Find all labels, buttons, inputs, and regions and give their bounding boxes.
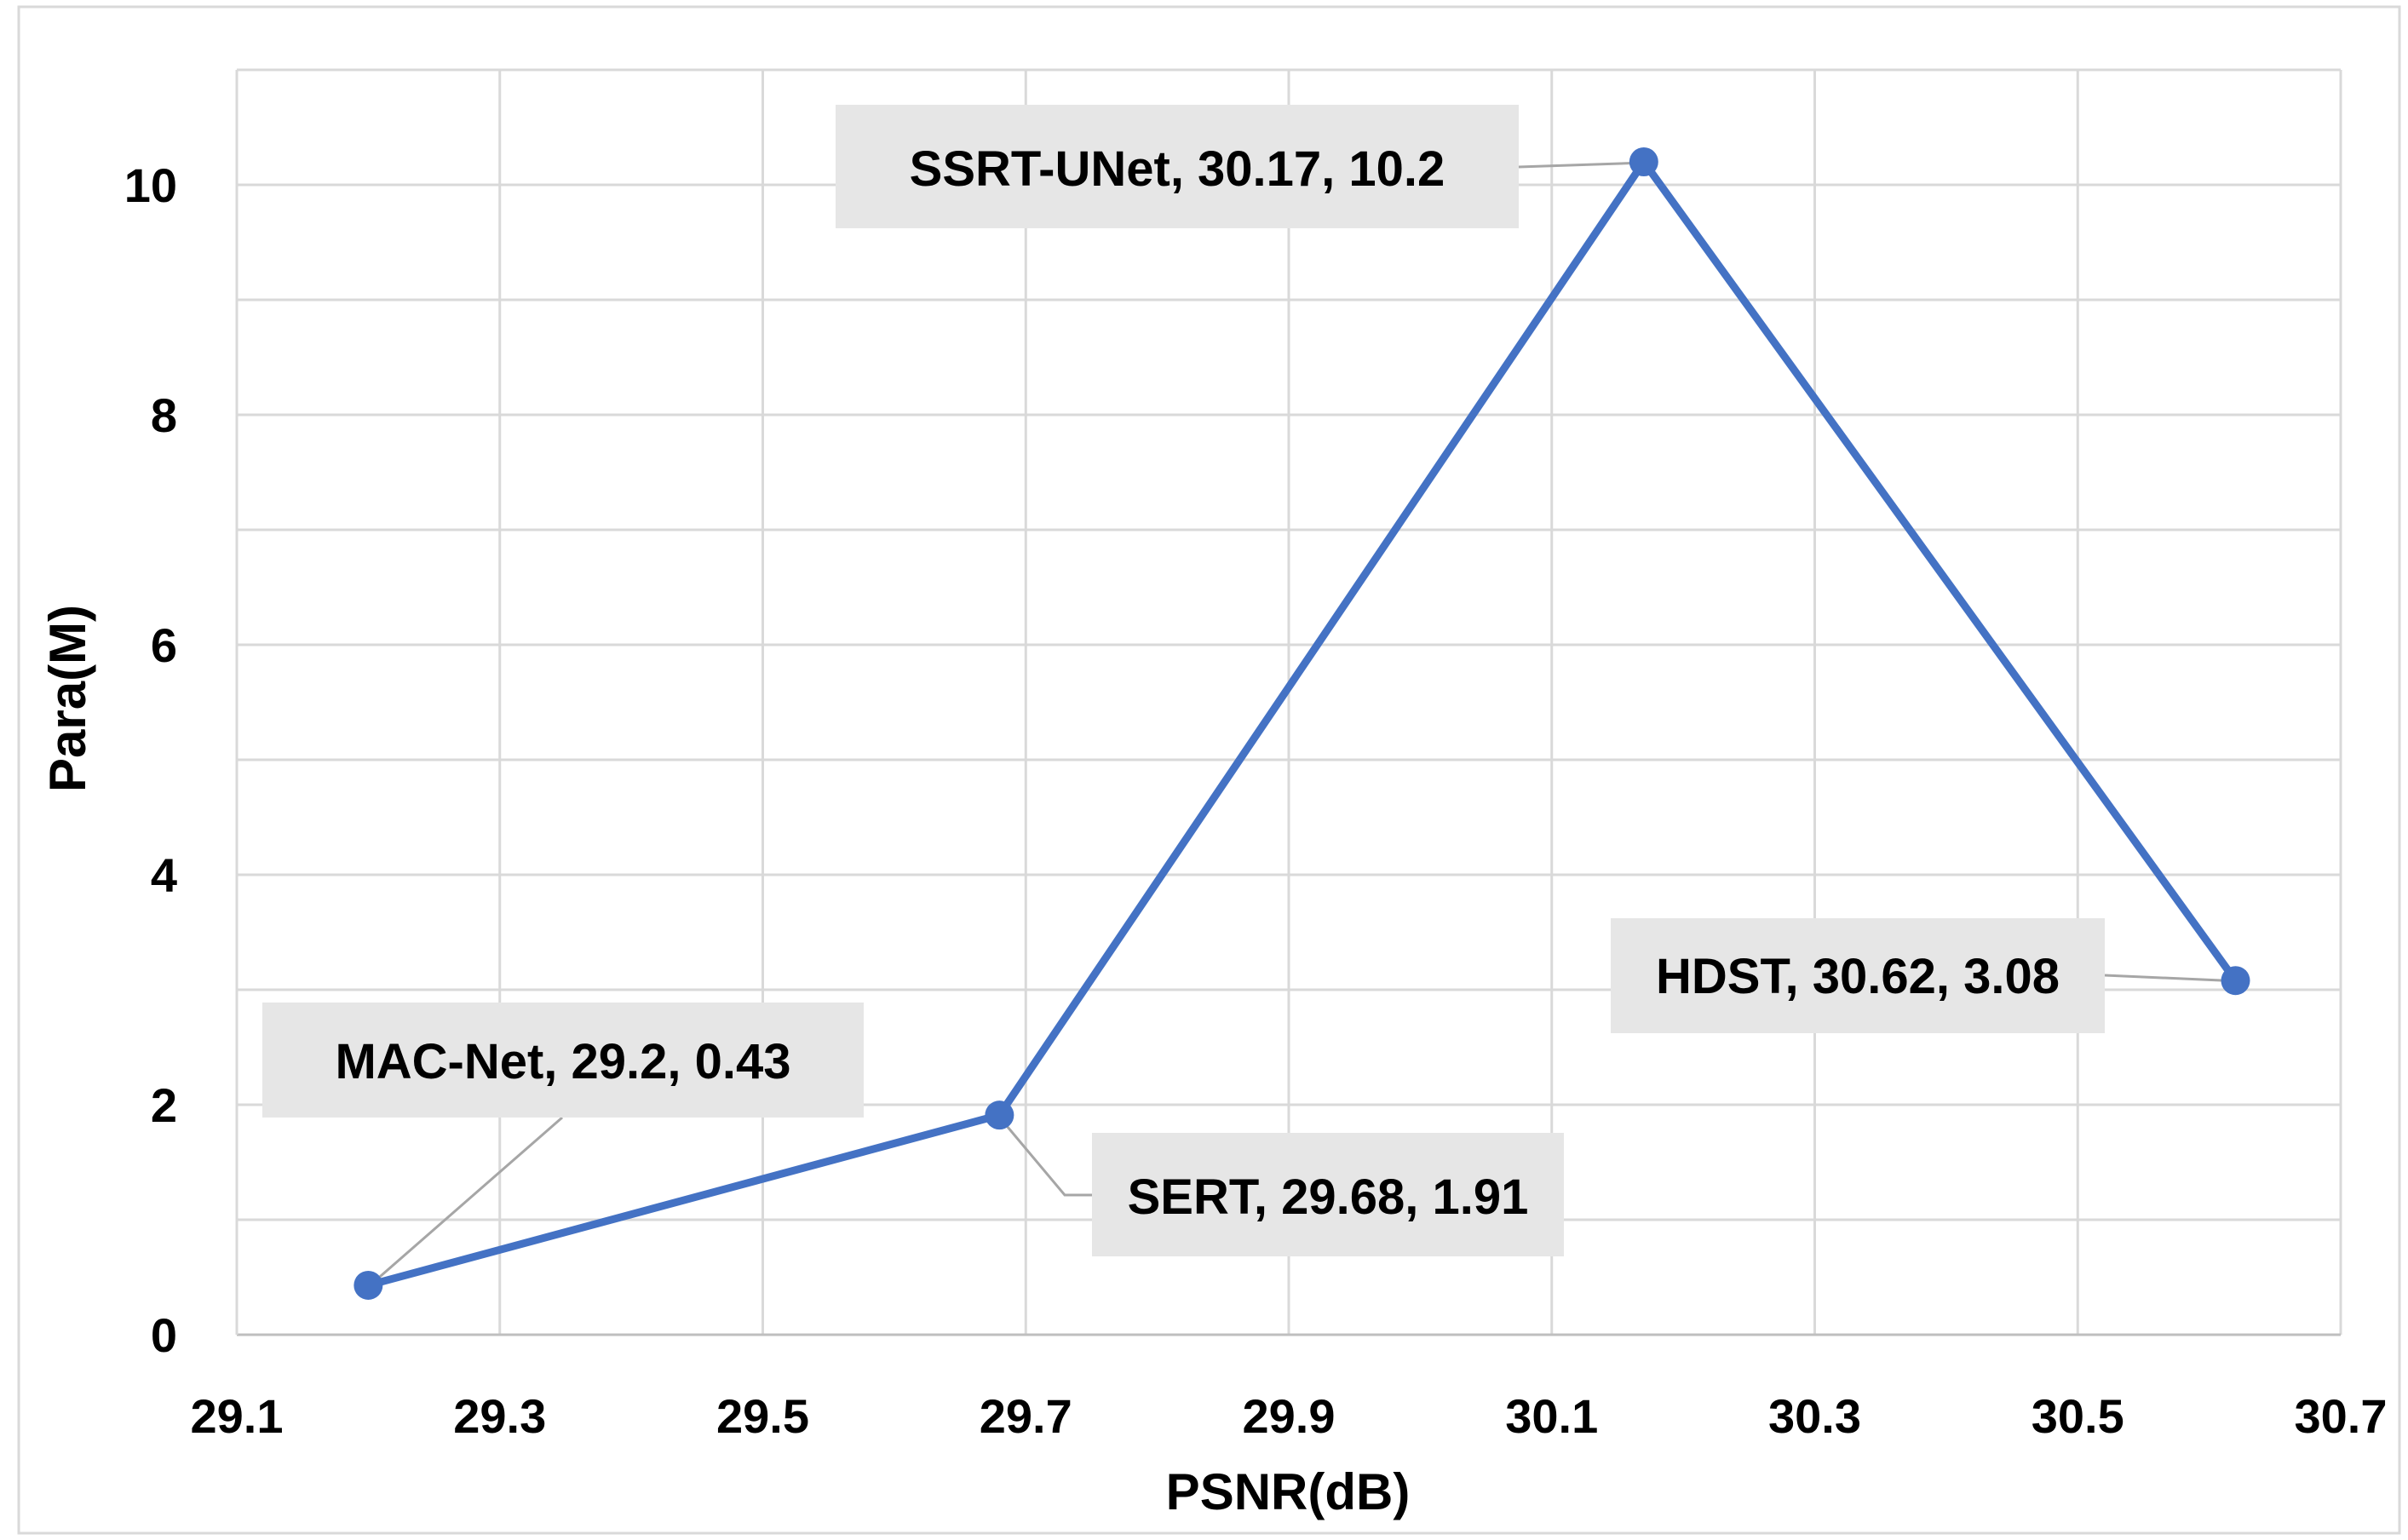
data-point xyxy=(2221,966,2250,996)
leader-lines xyxy=(366,161,2241,1290)
data-label-box xyxy=(262,1003,864,1118)
x-tick-label: 30.1 xyxy=(1505,1389,1598,1443)
series-line xyxy=(367,158,2239,1290)
leader-line xyxy=(2104,974,2241,983)
x-tick-label: 29.1 xyxy=(191,1389,284,1443)
chart-border xyxy=(17,5,2401,1535)
y-tick-label: 10 xyxy=(124,158,177,212)
y-tick-labels: 0 2 4 6 8 10 xyxy=(124,158,177,1362)
leader-line xyxy=(1518,161,1647,169)
y-tick-label: 0 xyxy=(151,1308,177,1362)
y-tick-label: 8 xyxy=(151,388,177,442)
x-tick-label: 29.9 xyxy=(1243,1389,1336,1443)
leader-line xyxy=(997,1115,1092,1197)
data-label: HDST, 30.62, 3.08 xyxy=(1656,949,2060,1004)
data-label-box xyxy=(1611,918,2105,1033)
data-labels: MAC-Net, 29.2, 0.43 SERT, 29.68, 1.91 SSRT… xyxy=(262,105,2105,1256)
x-tick-label: 29.5 xyxy=(716,1389,809,1443)
axes xyxy=(235,70,2341,1336)
data-label-box xyxy=(836,105,1519,228)
leader-line xyxy=(366,1116,563,1290)
y-axis-title: Para(M) xyxy=(39,605,96,792)
y-tick-label: 6 xyxy=(151,618,177,672)
data-label: SERT, 29.68, 1.91 xyxy=(1128,1169,1529,1225)
data-label: MAC-Net, 29.2, 0.43 xyxy=(335,1034,790,1089)
data-point xyxy=(353,1270,383,1300)
data-label-box xyxy=(1092,1133,1564,1256)
data-point xyxy=(1629,147,1658,176)
x-tick-label: 29.7 xyxy=(980,1389,1072,1443)
data-points xyxy=(353,147,2250,1300)
y-tick-label: 4 xyxy=(151,848,177,902)
x-tick-labels: 29.1 29.3 29.5 29.7 29.9 30.1 30.3 30.5 30.7 xyxy=(191,1389,2388,1443)
x-tick-label: 30.7 xyxy=(2295,1389,2388,1443)
data-point xyxy=(985,1100,1014,1130)
x-tick-label: 29.3 xyxy=(453,1389,546,1443)
x-axis-title: PSNR(dB) xyxy=(1166,1463,1411,1520)
y-tick-label: 2 xyxy=(151,1078,177,1132)
x-tick-label: 30.3 xyxy=(1768,1389,1861,1443)
data-label: SSRT-UNet, 30.17, 10.2 xyxy=(910,141,1445,197)
x-tick-label: 30.5 xyxy=(2032,1389,2124,1443)
series-polyline xyxy=(367,158,2239,1290)
